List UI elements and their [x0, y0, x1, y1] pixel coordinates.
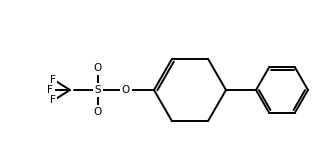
Text: O: O: [94, 107, 102, 117]
Text: S: S: [95, 85, 101, 95]
Text: F: F: [50, 95, 56, 105]
Text: F: F: [50, 75, 56, 85]
Text: O: O: [122, 85, 130, 95]
Text: O: O: [94, 63, 102, 73]
Text: F: F: [47, 85, 53, 95]
